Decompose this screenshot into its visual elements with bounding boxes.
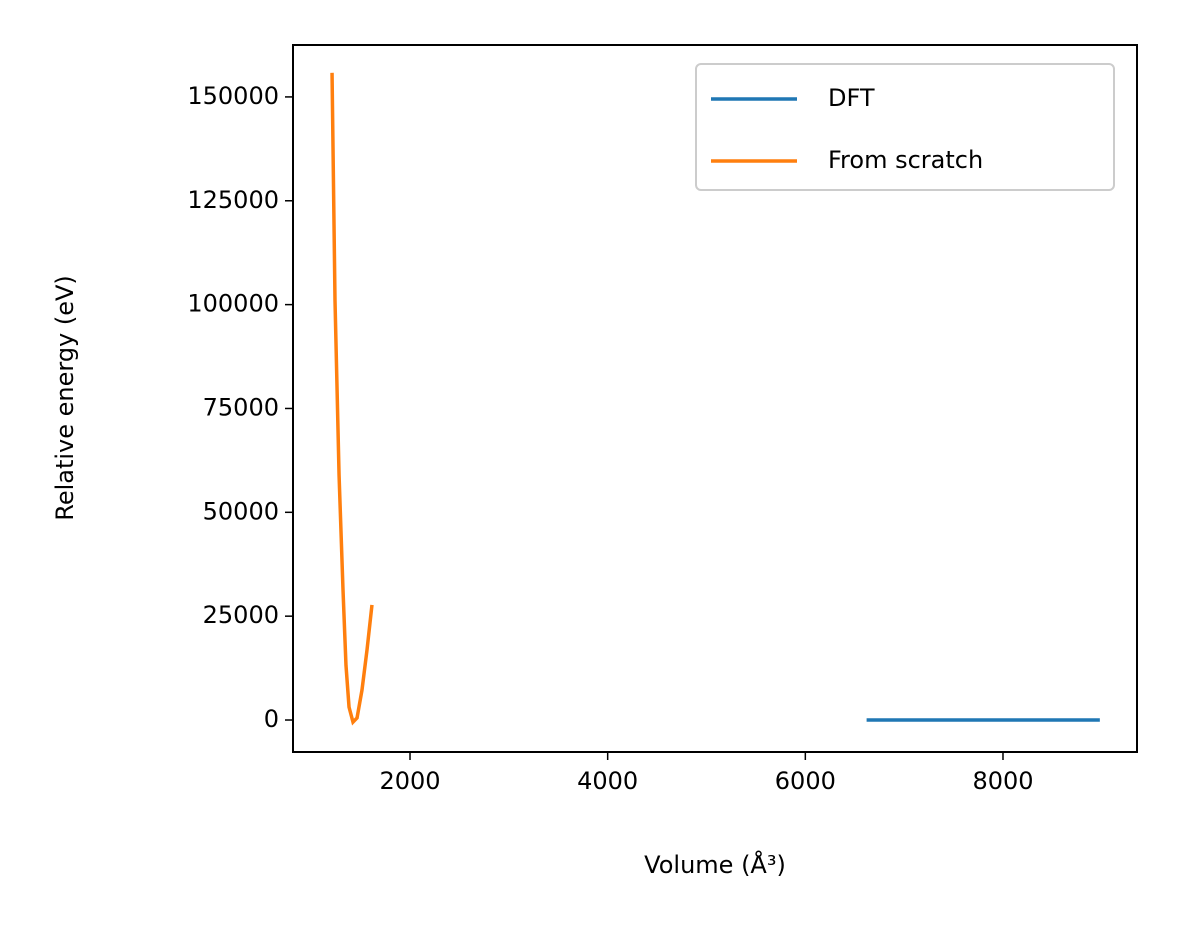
y-tick-label: 150000	[187, 82, 279, 110]
y-tick-label: 25000	[203, 601, 279, 629]
x-tick-label: 8000	[972, 767, 1033, 795]
x-axis-label: Volume (Å³)	[644, 850, 786, 879]
plot-frame	[292, 44, 1138, 753]
y-axis-label: Relative energy (eV)	[51, 275, 79, 521]
x-tick-label: 4000	[577, 767, 638, 795]
legend-label: DFT	[828, 84, 875, 112]
y-tick-label: 100000	[187, 290, 279, 318]
y-tick-label: 50000	[203, 497, 279, 525]
y-tick-label: 0	[264, 705, 279, 733]
y-tick-label: 75000	[203, 393, 279, 421]
series-line	[330, 72, 374, 726]
y-tick-label: 125000	[187, 186, 279, 214]
x-tick-label: 6000	[775, 767, 836, 795]
legend-label: From scratch	[828, 146, 983, 174]
x-tick-label: 2000	[379, 767, 440, 795]
legend-box	[695, 63, 1115, 191]
